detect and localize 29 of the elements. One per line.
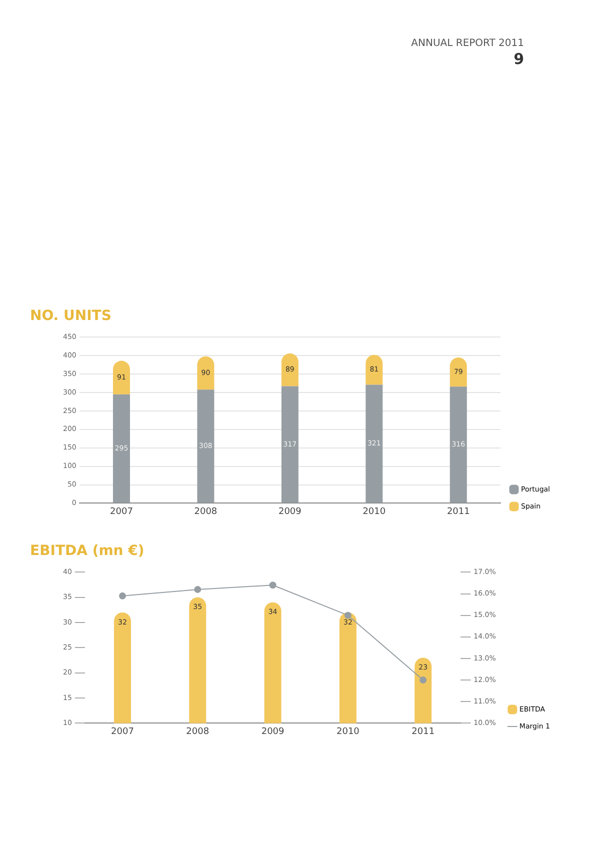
x-tick-label: 2007 <box>111 726 134 737</box>
bar <box>281 386 298 503</box>
bar <box>197 390 214 503</box>
point <box>269 582 276 589</box>
x-tick-label: 2008 <box>194 506 218 517</box>
text: 9 <box>514 50 524 68</box>
x-tick-label: 2007 <box>110 506 133 517</box>
x-tick-label: 2008 <box>186 726 210 737</box>
x-tick-label: 2011 <box>446 506 470 517</box>
x-tick-label: 2010 <box>336 726 360 737</box>
bar <box>197 356 214 390</box>
point <box>344 612 352 619</box>
point <box>194 586 202 593</box>
point <box>420 676 427 684</box>
text: ANNUAL REPORT 2011 <box>411 38 524 49</box>
bar <box>281 353 298 386</box>
bar <box>450 386 467 503</box>
x-tick-label: 2009 <box>278 506 302 517</box>
x-tick-label: 2011 <box>412 726 435 737</box>
bar <box>112 394 130 503</box>
bar <box>112 360 130 394</box>
chart-title: EBITDA (mn €) <box>30 543 144 559</box>
x-tick-label: 2010 <box>362 506 386 517</box>
x-tick-label: 2009 <box>261 726 285 737</box>
bar <box>366 384 383 503</box>
bar <box>450 357 467 387</box>
point <box>118 592 126 600</box>
bar <box>366 354 383 385</box>
chart-title: NO. UNITS <box>30 308 112 324</box>
